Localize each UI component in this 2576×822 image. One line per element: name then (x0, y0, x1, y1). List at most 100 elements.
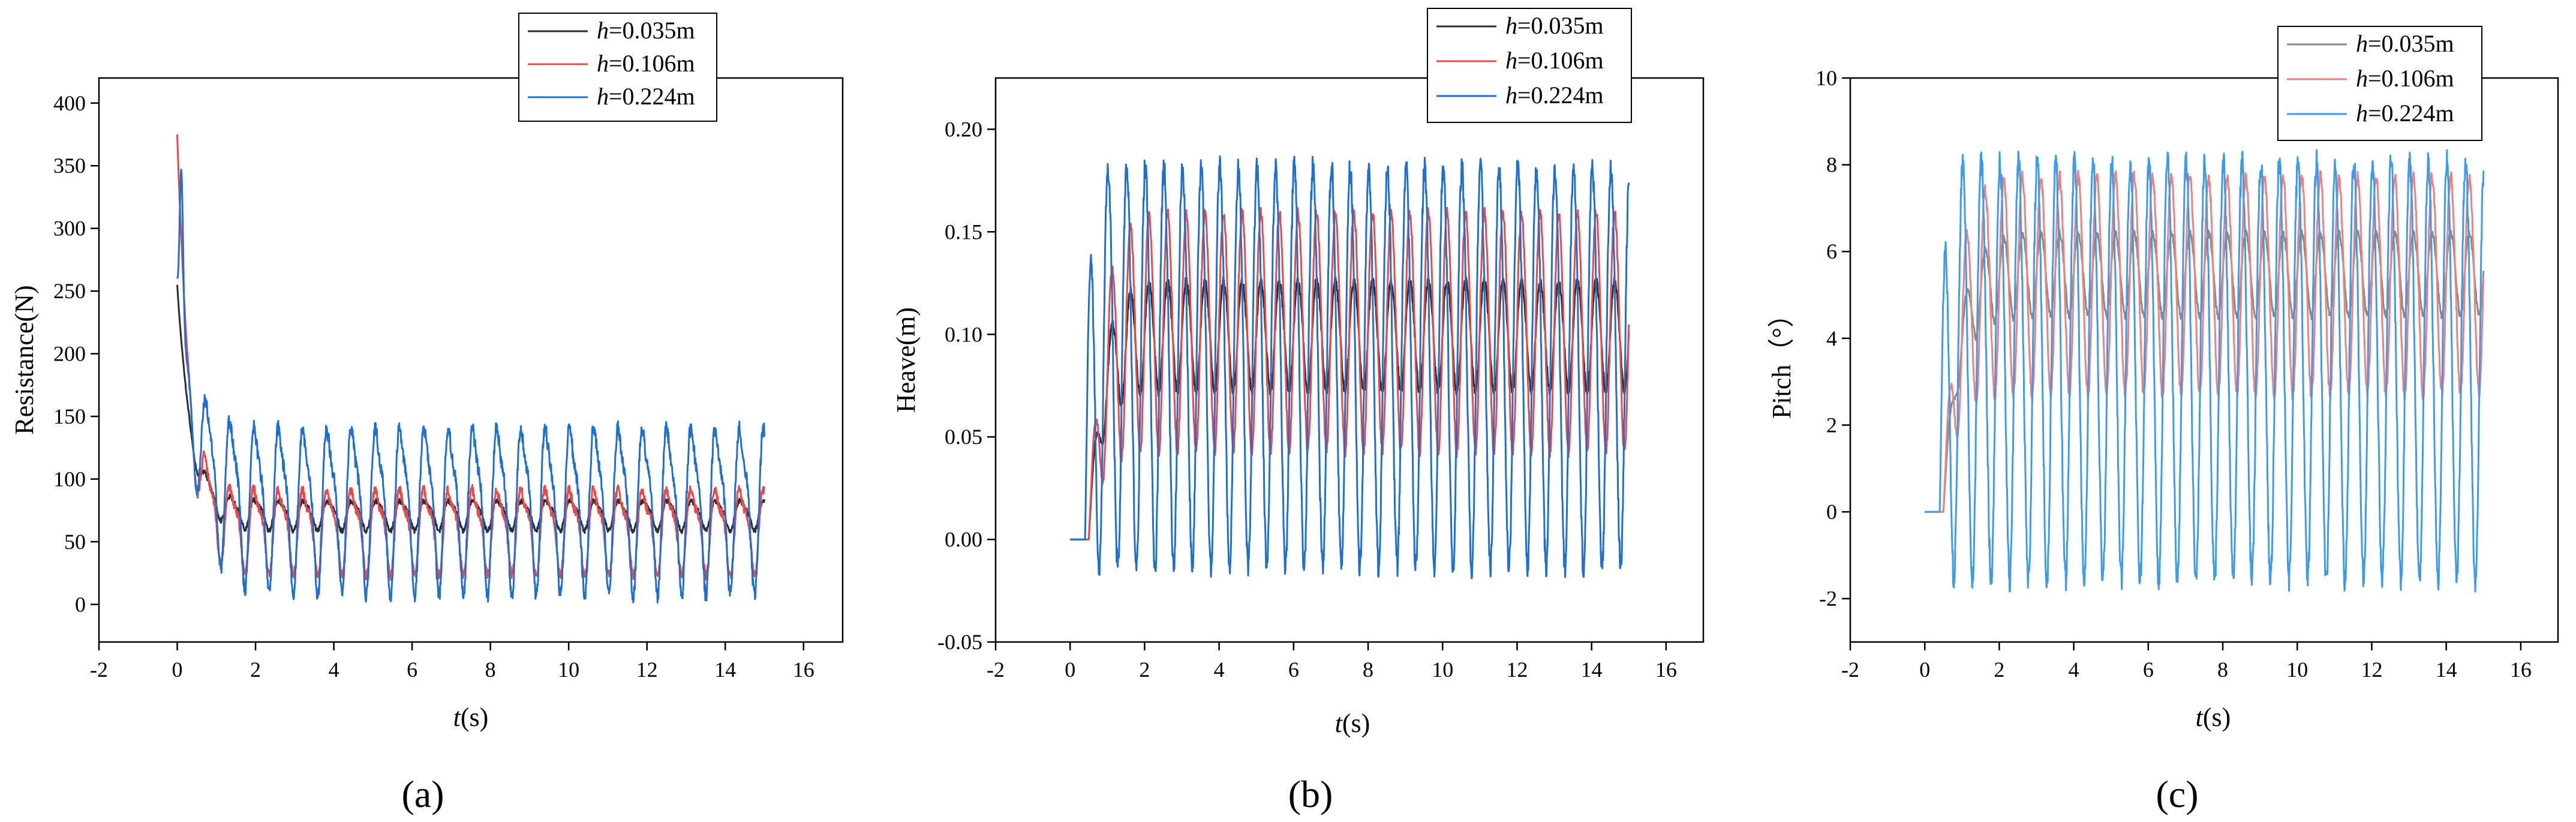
legend-frame-b (1427, 8, 1632, 123)
y-tick-label-b: 0.05 (945, 425, 982, 449)
plot-frame-c (1849, 77, 2559, 643)
y-tick-label-a: 350 (53, 154, 86, 178)
y-axis-label-b: Heave(m) (891, 307, 921, 413)
x-axis-label-var-b: t (1335, 709, 1343, 738)
x-axis-label-c: t(s) (2196, 703, 2231, 732)
x-axis-label-unit-b: (s) (1342, 709, 1370, 738)
x-tick-label-b: 2 (1139, 658, 1150, 682)
y-tick-label-a: 250 (53, 279, 86, 303)
x-tick-label-a: 16 (793, 658, 814, 682)
y-tick-label-a: 100 (53, 467, 86, 491)
x-tick-label-b: 6 (1288, 658, 1299, 682)
x-axis-label-a: t(s) (453, 703, 489, 732)
x-tick-label-c: 4 (2069, 658, 2079, 682)
y-tick-label-c: 2 (1826, 413, 1837, 437)
legend-label-c-3: h=0.224m (2356, 100, 2454, 127)
x-axis-label-var-a: t (453, 703, 462, 732)
panel-a: 0 50 100 150 200 250 300 350 400 -2 0 2 4 6 8 10 12 14 16… (10, 13, 844, 815)
y-axis-label-c: Pitch（°） (1767, 301, 1796, 419)
legend-a: h=0.035m h=0.106m h=0.224m (518, 13, 717, 122)
x-tick-label-a: 8 (485, 658, 496, 682)
x-tick-label-c: 10 (2286, 658, 2308, 682)
x-tick-label-c: 0 (1919, 658, 1930, 682)
panel-label-c-text: (c) (2156, 773, 2198, 815)
x-tick-label-c: 12 (2361, 658, 2382, 682)
x-tick-label-b: 16 (1655, 658, 1677, 682)
x-axis-c: -2 0 2 4 6 8 10 12 14 16 (1841, 642, 2532, 682)
y-axis-label-a: Resistance(N) (10, 285, 39, 434)
y-axis-a: 0 50 100 150 200 250 300 350 400 (53, 91, 99, 616)
panel-label-b-text: (b) (1288, 773, 1333, 815)
y-axis-c: -2 0 2 4 6 8 10 (1815, 66, 1850, 611)
series-group-a (176, 134, 765, 604)
x-axis-b: -2 0 2 4 6 8 10 12 14 16 (987, 642, 1677, 682)
y-tick-label-c: 8 (1826, 153, 1837, 177)
y-tick-label-a: 0 (75, 592, 86, 616)
x-tick-label-a: 12 (636, 658, 658, 682)
series-line-b-2 (1069, 206, 1630, 541)
y-tick-label-a: 300 (53, 217, 86, 241)
panel-b: -0.05 0.00 0.05 0.10 0.15 0.20 -2 0 2 4 6 8 10 12 14 1… (891, 8, 1705, 815)
x-tick-label-b: 10 (1432, 658, 1453, 682)
y-tick-label-a: 200 (53, 342, 86, 366)
legend-label-c-2: h=0.106m (2356, 65, 2454, 92)
series-line-c-3 (1924, 149, 2485, 593)
legend-c: h=0.035m h=0.106m h=0.224m (2277, 26, 2482, 141)
x-tick-label-b: 0 (1065, 658, 1075, 682)
x-tick-label-c: 8 (2217, 658, 2228, 682)
x-tick-label-c: 16 (2510, 658, 2532, 682)
x-tick-label-b: 14 (1581, 658, 1603, 682)
x-tick-label-c: 2 (1994, 658, 2004, 682)
y-tick-label-b: 0.00 (945, 527, 982, 551)
series-line-a-3 (176, 169, 765, 604)
y-axis-b: -0.05 0.00 0.05 0.10 0.15 0.20 (937, 117, 996, 654)
x-axis-label-var-c: t (2196, 703, 2204, 732)
x-tick-label-b: 12 (1506, 658, 1528, 682)
series-line-a-2 (176, 134, 765, 581)
x-tick-label-c: 6 (2143, 658, 2154, 682)
x-tick-label-b: -2 (987, 658, 1005, 682)
x-tick-label-a: 10 (558, 658, 579, 682)
x-tick-label-a: 4 (329, 658, 339, 682)
x-axis-a: -2 0 2 4 6 8 10 12 14 16 (90, 642, 814, 682)
panel-label-a-text: (a) (401, 773, 444, 815)
x-tick-label-b: 8 (1363, 658, 1373, 682)
x-tick-label-c: 14 (2436, 658, 2457, 682)
y-tick-label-c: 0 (1826, 500, 1837, 524)
series-group-c (1924, 149, 2485, 593)
y-tick-label-b: 0.20 (945, 117, 982, 141)
y-tick-label-b: -0.05 (937, 630, 982, 654)
y-tick-label-c: 6 (1826, 239, 1837, 263)
x-tick-label-a: 6 (407, 658, 417, 682)
legend-label-a-1: h=0.035m (597, 17, 695, 44)
x-tick-label-a: 14 (714, 658, 736, 682)
x-axis-label-unit-a: (s) (461, 703, 488, 732)
x-tick-label-a: 2 (250, 658, 261, 682)
legend-label-a-3: h=0.224m (597, 83, 695, 110)
y-tick-label-c: 10 (1815, 66, 1837, 90)
legend-label-b-1: h=0.035m (1505, 12, 1604, 39)
plot-frame-a (98, 77, 844, 643)
legend-label-c-1: h=0.035m (2356, 30, 2454, 57)
x-tick-label-c: -2 (1841, 658, 1859, 682)
y-tick-label-b: 0.10 (945, 322, 982, 346)
y-tick-label-b: 0.15 (945, 220, 982, 244)
y-tick-label-a: 150 (53, 404, 86, 428)
plot-frame-b (994, 77, 1705, 643)
legend-b: h=0.035m h=0.106m h=0.224m (1427, 8, 1632, 123)
panel-label-a: (a) (401, 773, 444, 815)
panel-label-b: (b) (1288, 773, 1333, 815)
x-tick-label-b: 4 (1214, 658, 1225, 682)
legend-label-a-2: h=0.106m (597, 50, 695, 77)
y-tick-label-a: 50 (64, 530, 86, 554)
y-tick-label-c: 4 (1826, 326, 1837, 350)
x-axis-label-b: t(s) (1335, 709, 1370, 738)
y-tick-label-c: -2 (1819, 587, 1837, 611)
series-line-c-2 (1924, 170, 2485, 513)
legend-label-b-2: h=0.106m (1505, 47, 1604, 74)
series-group-b (1069, 155, 1630, 580)
y-tick-label-a: 400 (53, 91, 86, 115)
series-line-b-3 (1069, 155, 1630, 580)
